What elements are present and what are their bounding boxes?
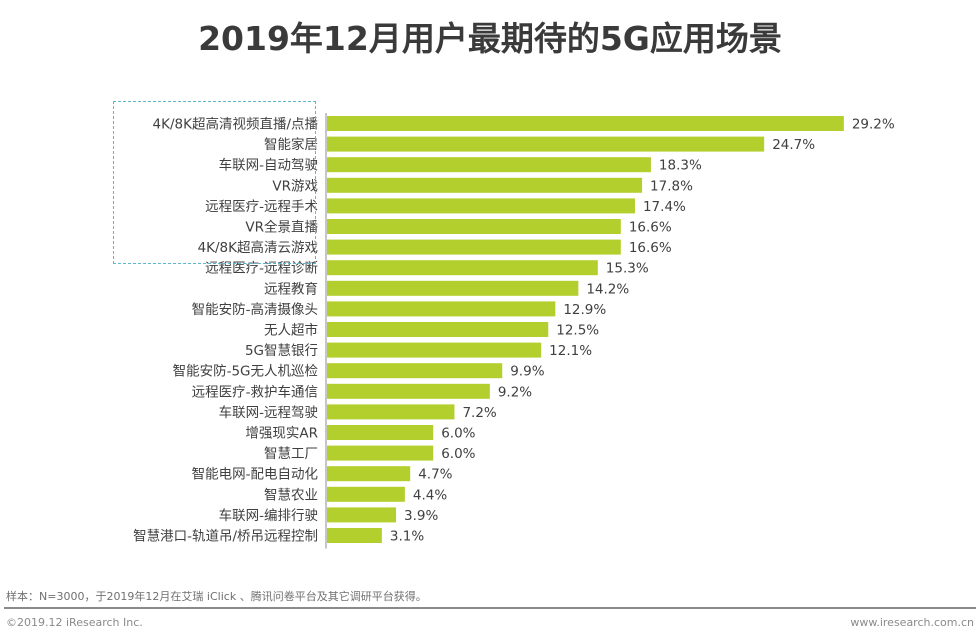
value-label: 4.7% xyxy=(418,467,452,483)
bar xyxy=(327,198,635,214)
value-label: 14.2% xyxy=(586,281,629,297)
footer-divider xyxy=(4,607,976,609)
bar xyxy=(327,466,411,482)
bar xyxy=(327,342,542,358)
category-label: 远程医疗-救护车通信 xyxy=(192,383,318,400)
category-label: 4K/8K超高清云游戏 xyxy=(198,239,318,256)
category-label: 智能安防-5G无人机巡检 xyxy=(173,364,319,380)
bar xyxy=(327,219,621,234)
category-label: 4K/8K超高清视频直播/点播 xyxy=(153,116,319,133)
value-label: 9.9% xyxy=(510,364,544,380)
bar xyxy=(327,301,556,317)
bar xyxy=(327,528,382,543)
bar xyxy=(327,486,405,502)
category-label: 车联网-编排行驶 xyxy=(219,507,318,524)
bar xyxy=(327,157,651,173)
category-label: 车联网-自动驾驶 xyxy=(219,157,318,174)
category-label: 远程医疗-远程诊断 xyxy=(205,261,318,277)
category-label: 智能电网-配电自动化 xyxy=(192,467,318,483)
value-label: 16.6% xyxy=(629,220,672,236)
category-label: 5G智慧银行 xyxy=(245,343,318,359)
bar xyxy=(327,280,579,296)
category-label: 车联网-远程驾驶 xyxy=(219,404,318,421)
highlight-box-top7 xyxy=(113,101,316,264)
bar xyxy=(327,239,621,255)
bar xyxy=(327,507,397,523)
value-label: 3.1% xyxy=(390,529,424,545)
category-label: 智能家居 xyxy=(264,136,318,153)
value-label: 6.0% xyxy=(441,446,475,462)
bar xyxy=(327,322,549,337)
bar xyxy=(327,136,765,152)
value-label: 18.3% xyxy=(659,158,702,174)
copyright-text: ©2019.12 iResearch Inc. xyxy=(6,616,143,629)
value-label: 12.1% xyxy=(549,343,592,359)
bar xyxy=(327,425,434,440)
website-text: www.iresearch.com.cn xyxy=(850,616,974,629)
bar xyxy=(327,177,643,193)
value-label: 16.6% xyxy=(629,240,672,256)
value-label: 7.2% xyxy=(462,405,496,421)
value-label: 15.3% xyxy=(606,261,649,277)
value-label: 17.8% xyxy=(650,178,693,194)
value-label: 9.2% xyxy=(498,384,532,400)
category-label: 智慧港口-轨道吊/桥吊远程控制 xyxy=(133,529,318,545)
category-label: 远程教育 xyxy=(264,281,318,297)
bar xyxy=(327,116,844,131)
value-label: 24.7% xyxy=(772,137,815,153)
value-label: 6.0% xyxy=(441,426,475,442)
value-label: 12.9% xyxy=(563,302,606,318)
category-label: 智能安防-高清摄像头 xyxy=(192,301,318,318)
category-label: 无人超市 xyxy=(264,322,318,339)
value-label: 3.9% xyxy=(404,508,438,524)
value-label: 29.2% xyxy=(852,117,895,133)
bar xyxy=(327,363,503,379)
value-label: 4.4% xyxy=(413,487,447,503)
bar xyxy=(327,445,434,461)
category-label: 智慧农业 xyxy=(264,487,318,503)
bar xyxy=(327,383,490,399)
sample-note: 样本：N=3000，于2019年12月在艾瑞 iClick 、腾讯问卷平台及其它… xyxy=(6,590,427,603)
chart-title: 2019年12月用户最期待的5G应用场景 xyxy=(198,19,782,58)
bar xyxy=(327,260,598,276)
category-label: 智慧工厂 xyxy=(264,446,318,462)
category-label: VR全景直播 xyxy=(245,219,318,236)
value-label: 17.4% xyxy=(643,199,686,215)
category-label: VR游戏 xyxy=(272,178,318,194)
category-label: 远程医疗-远程手术 xyxy=(205,199,318,215)
bar-chart: 4K/8K超高清视频直播/点播 29.2% 智能家居 24.7% 车联网-自动驾驶 18.… xyxy=(133,113,895,549)
value-label: 12.5% xyxy=(556,323,599,339)
bar xyxy=(327,404,455,420)
category-label: 增强现实AR xyxy=(245,426,318,442)
